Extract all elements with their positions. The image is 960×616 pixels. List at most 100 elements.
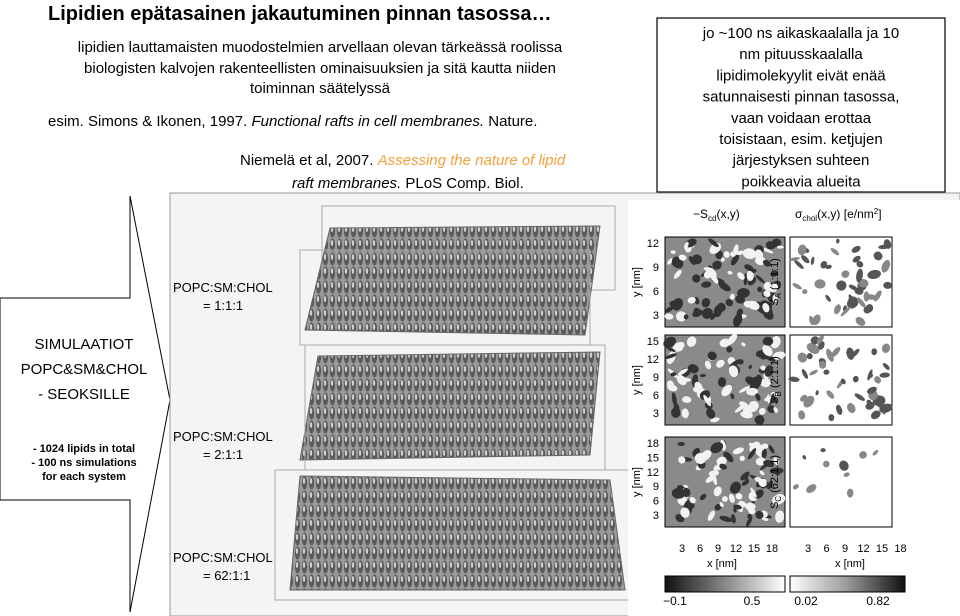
map-texture [882, 362, 890, 370]
reference: esim. Simons & Ikonen, 1997. Functional … [48, 113, 537, 130]
colorbar-tick-label: −0.1 [663, 594, 687, 608]
map-texture [809, 369, 818, 376]
map-texture [748, 364, 753, 369]
map-texture [877, 400, 885, 408]
y-tick-label: 12 [647, 467, 659, 479]
map-texture [750, 487, 757, 498]
map-texture [810, 256, 815, 265]
x-tick-label: 18 [766, 543, 778, 555]
column-header: −Scd(x,y) [693, 207, 740, 223]
map-texture [733, 507, 737, 513]
map-texture [755, 393, 761, 401]
map-texture [754, 249, 764, 261]
map-texture [825, 294, 831, 302]
map-texture [699, 493, 707, 501]
map-texture [731, 513, 736, 524]
map-texture [740, 471, 750, 481]
map-texture [682, 396, 692, 403]
x-tick-label: 9 [715, 543, 721, 555]
map-texture [773, 457, 779, 465]
map-texture [742, 248, 757, 260]
map-texture [681, 408, 689, 419]
row-label: SB (2:1:1) [769, 356, 783, 404]
arrow-detail: - 100 ns simulations [31, 457, 136, 469]
map-texture [701, 307, 713, 319]
map-texture [847, 403, 856, 414]
map-texture [678, 456, 686, 464]
arrow-shape [0, 195, 171, 613]
map-texture [673, 269, 682, 279]
row-label-part: S [769, 502, 781, 509]
map-texture [825, 264, 832, 269]
map-texture [881, 259, 891, 273]
y-tick-label: 12 [647, 238, 659, 250]
map-texture [720, 257, 725, 262]
map-texture [835, 404, 843, 415]
map-texture [717, 377, 727, 388]
y-tick-label: 6 [653, 496, 659, 508]
x-tick-label: 15 [748, 543, 760, 555]
map-texture [719, 463, 727, 470]
row-label-part: A [774, 292, 783, 298]
map-texture [762, 303, 770, 313]
map-texture [865, 304, 874, 313]
map-texture [665, 306, 674, 313]
map-texture [703, 270, 713, 279]
header-part: −S [693, 207, 708, 221]
map-texture [761, 247, 774, 254]
y-tick-label: 3 [653, 408, 659, 420]
map-texture [678, 254, 687, 261]
map-texture [856, 268, 863, 283]
map-texture [677, 441, 685, 447]
map-texture [867, 269, 881, 280]
row-label: SA (1:1:1) [769, 258, 783, 306]
arrow-text: SIMULAATIOT POPC&SM&CHOL - SEOKSILLE - 1024… [21, 336, 148, 483]
map-texture [798, 410, 806, 420]
map-texture [729, 293, 735, 300]
map-texture [772, 294, 778, 303]
membrane-slab [289, 475, 626, 591]
map-texture [775, 510, 785, 523]
map-texture [667, 384, 678, 392]
arrow-heading: SIMULAATIOT [35, 336, 134, 353]
map-texture [847, 488, 854, 498]
map-texture [680, 507, 690, 518]
map-texture [841, 270, 850, 278]
map-texture [707, 351, 717, 361]
row-label-part: (62:1:1) [769, 455, 781, 496]
x-axis-label: x [nm] [707, 558, 737, 570]
map-texture [865, 401, 875, 410]
row-label: SC (62:1:1) [769, 455, 783, 509]
map-texture [851, 245, 861, 253]
map-texture [748, 442, 756, 448]
map-texture [694, 452, 706, 464]
callout-text: jo ~100 ns aikaskaalalla ja 10 nm pituuss… [702, 25, 900, 190]
map-texture [741, 342, 746, 347]
map-texture [728, 493, 735, 503]
map-texture [816, 335, 824, 345]
map-texture [840, 306, 851, 317]
map-texture [738, 386, 750, 393]
map-texture [772, 494, 786, 505]
map-texture [664, 313, 674, 320]
map-texture [665, 353, 677, 359]
callout-line: jo ~100 ns aikaskaalalla ja 10 [702, 25, 899, 42]
map-texture [670, 250, 676, 254]
map-texture [683, 314, 689, 320]
intro-line: toiminnan säätelyssä [250, 80, 391, 97]
map-texture [766, 480, 774, 490]
row-label-part: (2:1:1) [769, 356, 781, 391]
map-texture [747, 513, 752, 519]
map-texture [725, 298, 734, 307]
y-tick-label: 6 [653, 286, 659, 298]
column-header: σchol(x,y) [e/nm2] [795, 207, 882, 223]
map-texture [755, 380, 762, 386]
map-texture [828, 414, 835, 422]
system-name: POPC:SM:CHOL [173, 280, 273, 295]
map-texture [867, 369, 873, 381]
map-texture [776, 245, 784, 249]
map-texture [687, 297, 696, 304]
map-texture [689, 502, 695, 509]
